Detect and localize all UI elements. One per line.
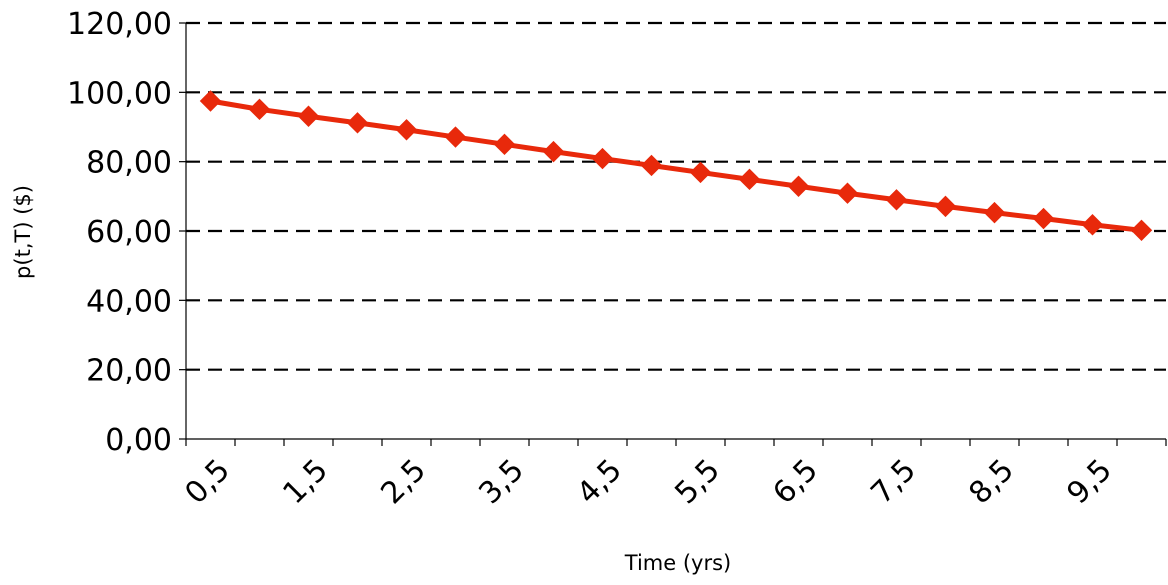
data-point-marker [1032, 207, 1055, 230]
x-tick-label: 6,5 [766, 453, 824, 511]
y-tick-label: 40,00 [86, 284, 172, 319]
data-point-marker [493, 133, 516, 156]
data-point-marker [346, 112, 369, 134]
x-tick-label: 5,5 [668, 453, 726, 511]
y-tick-label: 100,00 [67, 76, 172, 111]
data-point-marker [934, 195, 957, 218]
data-point-marker [444, 126, 467, 148]
x-tick-labels: 0,5 1,5 2,5 3,5 4,5 5,5 6,5 7,5 8,5 9,5 [178, 453, 1118, 511]
y-tick-label: 0,00 [105, 423, 172, 458]
data-point-marker [738, 168, 761, 191]
axes [179, 22, 1167, 446]
y-tick-label: 60,00 [86, 215, 172, 250]
data-point-marker [983, 201, 1006, 224]
data-point-marker [787, 175, 810, 197]
data-point-marker [1081, 214, 1104, 236]
y-tick-label: 20,00 [86, 354, 172, 389]
series-layer [199, 90, 1153, 242]
x-tick-label: 4,5 [570, 453, 628, 511]
data-point-marker [836, 182, 859, 204]
y-tick-label: 80,00 [86, 146, 172, 181]
data-point-marker [689, 161, 712, 184]
data-point-marker [199, 90, 222, 112]
data-point-marker [542, 140, 565, 163]
data-point-marker [640, 154, 663, 177]
x-tick-label: 9,5 [1060, 453, 1118, 511]
x-tick-label: 2,5 [374, 453, 432, 511]
y-tick-label: 120,00 [67, 7, 172, 42]
data-point-marker [248, 98, 271, 121]
x-tick-label: 8,5 [962, 453, 1020, 511]
x-tick-label: 7,5 [864, 453, 922, 511]
y-axis-title: p(t,T) ($) [11, 185, 35, 279]
x-axis-title: Time (yrs) [624, 551, 731, 575]
gridlines [186, 21, 1166, 371]
data-point-marker [885, 189, 908, 211]
x-tick-label: 1,5 [276, 453, 334, 511]
data-point-marker [297, 105, 320, 127]
data-point-marker [1130, 219, 1153, 242]
data-point-marker [395, 119, 418, 141]
data-point-marker [591, 147, 614, 170]
y-tick-labels: 0,00 20,00 40,00 60,00 80,00 100,00 120,00 [67, 7, 172, 458]
x-tick-label: 0,5 [178, 453, 236, 511]
x-tick-label: 3,5 [472, 453, 530, 511]
